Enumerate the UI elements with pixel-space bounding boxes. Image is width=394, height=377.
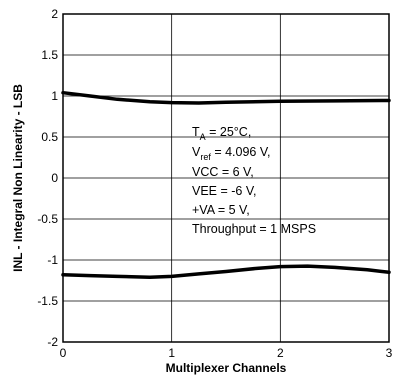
y-tick-label-2: -1 (47, 253, 58, 267)
y-tick-label-7: 1.5 (41, 48, 58, 62)
annotation-v-subscript: ref (200, 152, 211, 162)
x-axis-title: Multiplexer Channels (166, 361, 287, 375)
annotation-t-value: = 25°C, (206, 125, 252, 139)
y-tick-label-5: 0.5 (41, 130, 58, 144)
y-tick-label-3: -0.5 (37, 212, 58, 226)
y-tick-label-0: -2 (47, 335, 58, 349)
y-tick-label-1: -1.5 (37, 294, 58, 308)
annotation-temperature: TA = 25°C, (192, 125, 251, 142)
y-tick-label-4: 0 (51, 171, 58, 185)
grid (63, 14, 389, 342)
annotation-lines: VCC = 6 V, VEE = -6 V, +VA = 5 V, Throughpu… (192, 165, 316, 236)
annotation-vref: Vref = 4.096 V, (192, 145, 271, 162)
series-line-0 (61, 90, 391, 105)
conditions-annotation: TA = 25°C, Vref = 4.096 V, VCC = 6 V, VEE… (192, 125, 316, 236)
y-tick-label-8: 2 (51, 7, 58, 21)
x-tick-label-0: 0 (60, 346, 67, 360)
annotation-t-subscript: A (200, 132, 206, 142)
annotation-line-3: Throughput = 1 MSPS (192, 222, 316, 236)
y-axis-title: INL - Integral Non Linearity - LSB (11, 84, 25, 272)
annotation-v-value: = 4.096 V, (211, 145, 271, 159)
series-lines (61, 90, 391, 279)
series-line-1 (61, 264, 391, 279)
annotation-line-0: VCC = 6 V, (192, 165, 254, 179)
annotation-line-1: VEE = -6 V, (192, 184, 257, 198)
x-tick-label-3: 3 (386, 346, 393, 360)
annotation-line-2: +VA = 5 V, (192, 203, 250, 217)
y-tick-label-6: 1 (51, 89, 58, 103)
y-tick-labels: -2 -1.5 -1 -0.5 0 0.5 1 1.5 2 (37, 7, 58, 349)
x-tick-label-2: 2 (277, 346, 284, 360)
annotation-t-symbol: T (192, 125, 200, 139)
annotation-v-symbol: V (192, 145, 201, 159)
x-tick-labels: 0 1 2 3 (60, 346, 393, 360)
plot-frame (62, 13, 390, 343)
x-tick-label-1: 1 (168, 346, 175, 360)
